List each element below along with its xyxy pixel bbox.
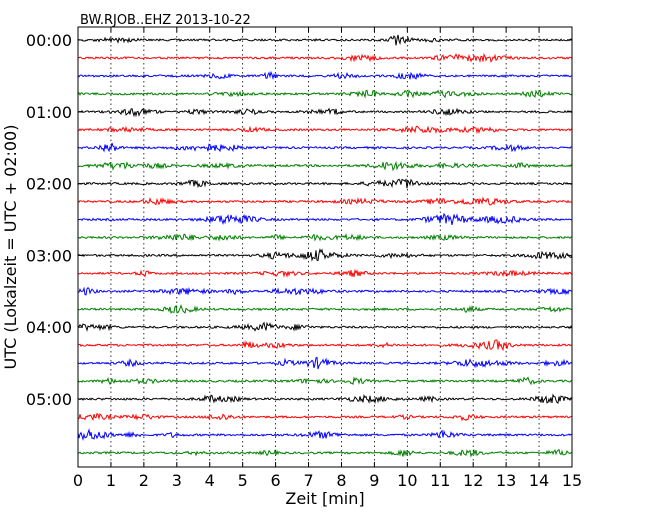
y-tick-label: 03:00: [26, 246, 72, 265]
x-tick-label: 12: [463, 471, 483, 490]
x-tick-label: 7: [303, 471, 313, 490]
trace-0500: [77, 393, 573, 405]
trace-0245: [77, 232, 573, 242]
trace-0430: [77, 356, 573, 370]
trace-0130: [77, 142, 573, 153]
trace-0330: [77, 286, 573, 296]
seismogram-traces: [77, 34, 573, 458]
grid-lines: [110, 27, 540, 467]
trace-0530: [77, 428, 573, 441]
trace-0300: [77, 248, 573, 262]
trace-0115: [77, 125, 573, 135]
x-tick-label: 9: [369, 471, 379, 490]
trace-0515: [77, 412, 573, 422]
trace-0015: [77, 53, 573, 63]
chart-title: BW.RJOB..EHZ 2013-10-22: [80, 13, 251, 28]
trace-0200: [77, 178, 573, 189]
x-tick-label: 1: [106, 471, 116, 490]
trace-0145: [77, 160, 573, 172]
x-tick-label: 2: [139, 471, 149, 490]
y-tick-label: 05:00: [26, 390, 72, 409]
x-tick-label: 5: [238, 471, 248, 490]
trace-0045: [77, 89, 573, 99]
trace-0030: [77, 70, 573, 81]
y-tick-label: 02:00: [26, 175, 72, 194]
trace-0545: [77, 448, 573, 458]
trace-0000: [77, 34, 573, 46]
trace-0415: [77, 339, 573, 352]
x-tick-label: 3: [172, 471, 182, 490]
y-tick-label: 01:00: [26, 103, 72, 122]
trace-0230: [77, 212, 573, 226]
x-tick-label: 11: [430, 471, 450, 490]
y-axis-label: UTC (Lokalzeit = UTC + 02:00): [1, 125, 20, 370]
x-tick-label: 0: [73, 471, 83, 490]
y-axis-ticks: 00:00 01:00 02:00 03:00 04:00 05:00: [26, 31, 572, 409]
trace-0345: [77, 304, 573, 314]
x-tick-label: 6: [271, 471, 281, 490]
x-tick-label: 10: [397, 471, 417, 490]
trace-0400: [77, 321, 573, 332]
x-tick-label: 13: [496, 471, 516, 490]
plot-frame: [77, 26, 573, 468]
x-tick-label: 14: [529, 471, 549, 490]
x-tick-label: 8: [336, 471, 346, 490]
x-axis-ticks: 0 1 2 3 4 5 6 7 8 9 10 11 12 13 14 15: [73, 27, 582, 490]
x-tick-label: 15: [562, 471, 582, 490]
trace-0215: [77, 196, 573, 206]
trace-0100: [77, 107, 573, 118]
x-tick-label: 4: [205, 471, 215, 490]
y-tick-label: 04:00: [26, 318, 72, 337]
trace-0315: [77, 268, 573, 278]
trace-0445: [77, 376, 573, 386]
x-axis-label: Zeit [min]: [285, 489, 364, 508]
y-tick-label: 00:00: [26, 31, 72, 50]
